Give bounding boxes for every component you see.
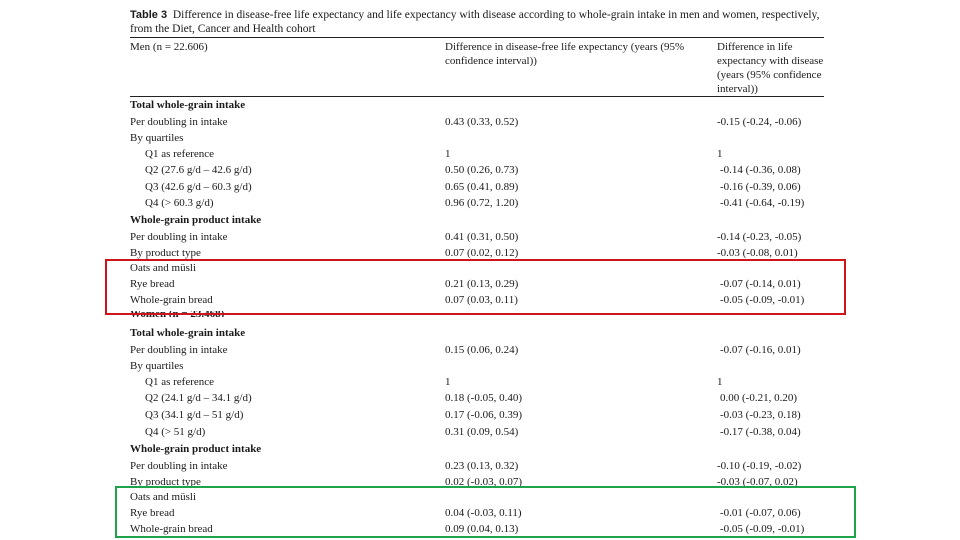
- table-row-label: Q4 (> 51 g/d): [145, 426, 206, 438]
- top-rule: [130, 37, 824, 38]
- table-number: Table 3: [130, 9, 168, 21]
- table-cell-a: 0.65 (0.41, 0.89): [445, 181, 519, 193]
- table-row-label: Oats and müsli: [130, 491, 196, 503]
- table-cell-a: 0.07 (0.02, 0.12): [445, 247, 519, 259]
- table-cell-b: -0.05 (-0.09, -0.01): [720, 294, 805, 306]
- table-cell-a: 0.23 (0.13, 0.32): [445, 460, 519, 472]
- table-cell-b: 1: [717, 148, 723, 160]
- women-total-heading: Total whole-grain intake: [130, 327, 246, 339]
- table-cell-a: 1: [445, 376, 451, 388]
- table-cell-a: 0.17 (-0.06, 0.39): [445, 409, 522, 421]
- table-cell-b: -0.17 (-0.38, 0.04): [720, 426, 801, 438]
- table-row-label: Whole-grain bread: [130, 523, 213, 535]
- table-cell-a: 0.31 (0.09, 0.54): [445, 426, 519, 438]
- table-cell-a: 0.07 (0.03, 0.11): [445, 294, 518, 306]
- table-row-label: Q1 as reference: [145, 148, 215, 160]
- table-cell-b: -0.03 (-0.23, 0.18): [720, 409, 801, 421]
- table-cell-b: -0.03 (-0.07, 0.02): [717, 476, 798, 488]
- table-cell-b: -0.01 (-0.07, 0.06): [720, 507, 801, 519]
- table-cell-a: 0.41 (0.31, 0.50): [445, 231, 519, 243]
- table-row-label: Per doubling in intake: [130, 460, 228, 472]
- men-product-heading: Whole-grain product intake: [130, 214, 262, 226]
- table-cell-b: -0.15 (-0.24, -0.06): [717, 116, 802, 128]
- table-cell-a: 0.15 (0.06, 0.24): [445, 344, 519, 356]
- header-rule: [130, 96, 824, 97]
- men-highlight-box: [105, 259, 846, 315]
- table-row-label: Rye bread: [130, 278, 175, 290]
- col-header-with-disease: Difference in life expectancy with disea…: [717, 41, 824, 95]
- table-cell-a: 0.96 (0.72, 1.20): [445, 197, 519, 209]
- table-row-label: By product type: [130, 247, 201, 259]
- table-cell-b: -0.03 (-0.08, 0.01): [717, 247, 798, 259]
- table-cell-b: -0.05 (-0.09, -0.01): [720, 523, 805, 535]
- table-cell-a: 1: [445, 148, 451, 160]
- women-product-heading: Whole-grain product intake: [130, 443, 262, 455]
- table-row-label: By quartiles: [130, 360, 184, 372]
- table-cell-b: -0.14 (-0.36, 0.08): [720, 164, 801, 176]
- table-cell-b: -0.14 (-0.23, -0.05): [717, 231, 802, 243]
- table-cell-a: 0.21 (0.13, 0.29): [445, 278, 519, 290]
- table-row-label: By product type: [130, 476, 201, 488]
- table-cell-a: 0.02 (-0.03, 0.07): [445, 476, 522, 488]
- table-row-label: Rye bread: [130, 507, 175, 519]
- men-group-label: Men (n = 22.606): [130, 41, 208, 53]
- table-row-label: Per doubling in intake: [130, 116, 228, 128]
- table-row-label: Q3 (34.1 g/d – 51 g/d): [145, 409, 244, 421]
- table-row-label: Q2 (27.6 g/d – 42.6 g/d): [145, 164, 252, 176]
- table-row-label: Q4 (> 60.3 g/d): [145, 197, 214, 209]
- table-cell-a: 0.09 (0.04, 0.13): [445, 523, 519, 535]
- table-row-label: Q2 (24.1 g/d – 34.1 g/d): [145, 392, 252, 404]
- table-cell-b: -0.16 (-0.39, 0.06): [720, 181, 801, 193]
- women-highlight-box: [115, 486, 856, 538]
- table-row-label: By quartiles: [130, 132, 184, 144]
- table-row-label: Whole-grain bread: [130, 294, 213, 306]
- table-row-label: Q1 as reference: [145, 376, 215, 388]
- table-row-label: Per doubling in intake: [130, 344, 228, 356]
- caption-text: Difference in disease-free life expectan…: [130, 9, 820, 35]
- men-total-heading: Total whole-grain intake: [130, 99, 246, 111]
- table-row-label: Oats and müsli: [130, 262, 196, 274]
- table-cell-a: 0.18 (-0.05, 0.40): [445, 392, 522, 404]
- table-cell-a: 0.43 (0.33, 0.52): [445, 116, 519, 128]
- col-header-disease-free: Difference in disease-free life expectan…: [445, 41, 685, 67]
- table-row-label: Q3 (42.6 g/d – 60.3 g/d): [145, 181, 252, 193]
- table-cell-a: 0.50 (0.26, 0.73): [445, 164, 519, 176]
- table-row-label: Per doubling in intake: [130, 231, 228, 243]
- table-cell-b: 1: [717, 376, 723, 388]
- table-cell-b: -0.07 (-0.16, 0.01): [720, 344, 801, 356]
- table-cell-b: 0.00 (-0.21, 0.20): [720, 392, 797, 404]
- table-caption: Table 3 Difference in disease-free life …: [130, 8, 830, 36]
- table-cell-b: -0.41 (-0.64, -0.19): [720, 197, 805, 209]
- table-cell-b: -0.10 (-0.19, -0.02): [717, 460, 802, 472]
- table-cell-a: 0.04 (-0.03, 0.11): [445, 507, 522, 519]
- table-cell-b: -0.07 (-0.14, 0.01): [720, 278, 801, 290]
